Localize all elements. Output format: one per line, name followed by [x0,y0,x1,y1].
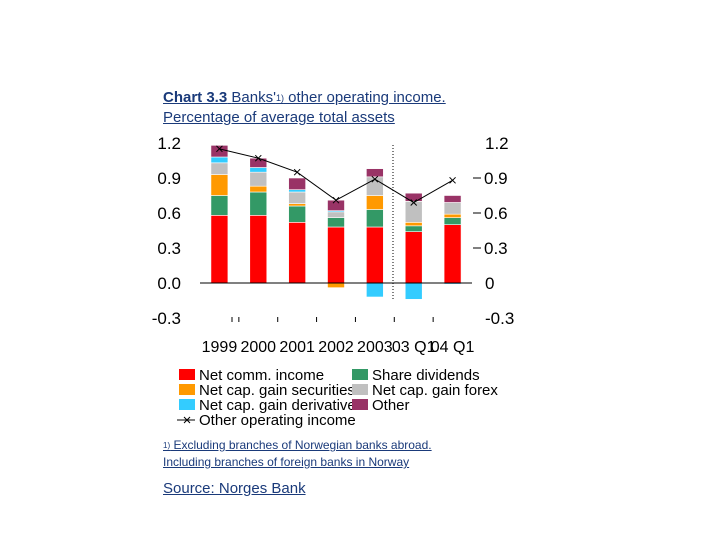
bar-segment-deriv [288,189,306,193]
chart-subtitle: Percentage of average total assets [163,109,395,126]
total-line-marker [449,176,456,184]
legend-swatch-other [352,399,368,410]
bar-segment-sec [249,185,268,193]
right-tick-label: 0.9 [484,169,508,188]
bar-segment-share_div [288,205,306,223]
bar-segment-share_div [249,191,268,216]
bar-segment-net_comm [210,215,229,284]
bar-segment-net_comm [288,222,306,284]
bar-segment-share_div [366,209,384,228]
total-line-marker [410,199,418,206]
bar-segment-share_div [404,225,423,232]
total-line-marker [254,154,262,162]
bar-segment-sec [404,222,423,227]
x-tick-label: 2000 [240,339,276,356]
legend-swatch-sec [179,384,195,395]
left-tick-label: 0.9 [157,169,181,188]
bar-segment-forex [443,202,462,215]
total-line-marker [371,175,379,183]
right-tick-label: 1.2 [485,134,509,153]
footnote-line2: Including branches of foreign banks in N… [163,455,410,469]
left-tick-label: 0.3 [157,239,181,258]
legend-swatch-share_div [352,369,368,380]
right-tick-label: -0.3 [485,309,514,328]
legend-line-marker [183,416,191,424]
legend-label: Net cap. gain forex [372,382,498,399]
bar-segment-forex [327,211,345,218]
left-tick-label: 1.2 [157,134,181,153]
bar-segment-deriv [249,167,268,173]
legend-label: Share dividends [372,367,480,384]
x-tick-label: 2002 [318,339,354,356]
legend-label: Net cap. gain securities [199,382,355,399]
right-axis-labels: 1.2 0.9 0.6 0.3 0 -0.3 [473,134,514,328]
left-tick-label: 0.6 [157,204,181,223]
bar-segment-deriv [404,282,423,300]
bar-segment-other [366,168,384,178]
bar-segment-share_div [210,195,229,216]
bar-segment-net_comm [404,231,423,284]
bar-segment-net_comm [249,215,268,284]
bar-segment-forex [210,162,229,175]
total-line [216,145,456,206]
chart-number: Chart 3.3 [163,89,228,106]
bar-segment-other [327,199,345,211]
total-line-marker [293,168,301,176]
title-footnote-marker: 1) [275,93,284,103]
x-tick-label: 03 Q1 [392,339,436,356]
footnote: 1) Excluding branches of Norwegian banks… [163,437,432,471]
bar-stacks [210,145,462,300]
bar-segment-other [210,145,229,158]
bar-segment-deriv [366,282,384,298]
bar-segment-sec [366,195,384,210]
right-tick-label: 0 [485,274,494,293]
title-rest: other operating income. [283,89,446,106]
bar-segment-share_div [443,217,462,225]
chart-title: Chart 3.3 Banks'1) other operating incom… [163,88,446,128]
bar-segment-other [404,192,423,202]
bar-segment-other [443,195,462,203]
bar-segment-sec [327,282,345,288]
bar-segment-net_comm [366,226,384,284]
legend-swatch-forex [352,384,368,395]
x-tick-label: 2003 [357,339,393,356]
legend-label: Net comm. income [199,367,324,384]
bar-segment-sec [443,213,462,218]
bar-segment-other [249,157,268,168]
footnote-marker: 1) [163,441,171,450]
left-tick-label: -0.3 [152,309,181,328]
x-tick-label: 04 Q1 [431,339,475,356]
left-axis-labels: 1.2 0.9 0.6 0.3 0.0 -0.3 [152,134,181,328]
bar-segment-other [288,177,306,190]
right-tick-label: 0.6 [484,204,508,223]
footnote-line1: Excluding branches of Norwegian banks ab… [170,438,432,452]
x-tick-label: 2001 [279,339,315,356]
bar-segment-share_div [327,217,345,228]
right-tick-label: 0.3 [484,239,508,258]
total-line-marker [332,196,340,204]
bar-segment-forex [249,171,268,187]
bar-segment-sec [288,203,306,207]
legend-label: Other operating income [199,412,356,429]
legend-swatch-deriv [179,399,195,410]
source-note: Source: Norges Bank [163,480,306,497]
bar-segment-net_comm [327,226,345,284]
bar-segment-forex [404,201,423,223]
legend-label: Net cap. gain derivatives [199,397,363,414]
left-tick-label: 0.0 [157,274,181,293]
bar-segment-net_comm [443,224,462,284]
legend-label: Other [372,397,410,414]
legend-swatch-net_comm [179,369,195,380]
x-tick-label: 1999 [202,339,238,356]
title-banks: Banks' [231,89,276,106]
bar-segment-deriv [210,156,229,164]
bar-segment-sec [210,174,229,196]
total-line-marker [216,145,223,153]
bar-segment-forex [288,191,306,204]
